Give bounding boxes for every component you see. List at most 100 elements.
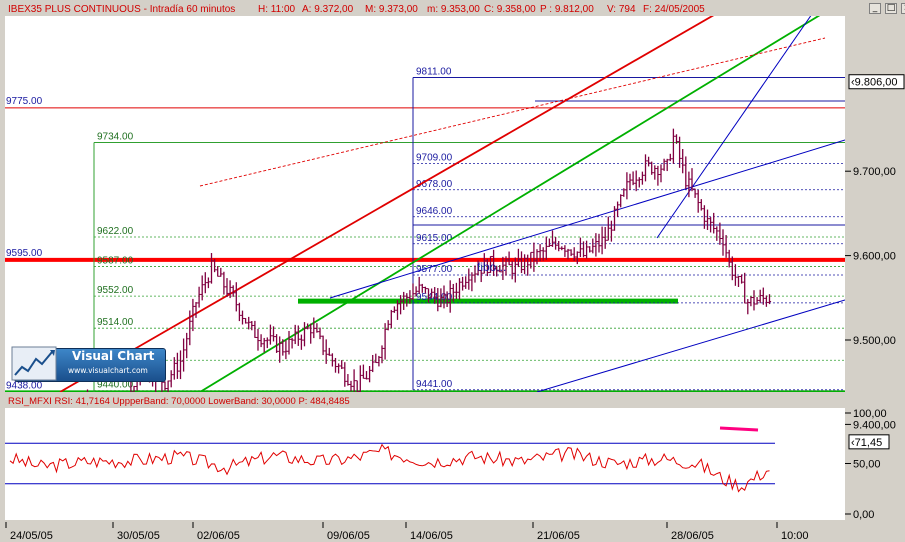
price-bar <box>188 310 192 346</box>
price-bar <box>309 323 313 344</box>
price-bar <box>296 325 300 346</box>
logo-chart-icon <box>11 346 57 381</box>
price-bar <box>405 293 409 307</box>
price-bar <box>346 374 350 386</box>
price-bar <box>321 335 325 356</box>
header-close: C: 9.358,00 <box>484 4 536 15</box>
price-bar <box>244 317 248 324</box>
price-bar <box>271 326 276 342</box>
price-panel <box>5 16 845 392</box>
fibo-level-label: 9441.00 <box>416 379 453 390</box>
price-bar <box>529 251 533 269</box>
price-bar <box>746 299 750 315</box>
price-bar <box>640 171 644 185</box>
rsi-y-tick-label: 0,00 <box>853 509 874 521</box>
price-bar <box>622 188 626 197</box>
visual-chart-logo: Visual Chart www.visualchart.com <box>10 345 166 383</box>
price-bar <box>420 283 424 293</box>
price-bar <box>436 288 440 312</box>
price-bar <box>588 246 592 253</box>
price-bar <box>191 298 195 332</box>
price-bar <box>448 280 452 313</box>
last-price-label: ‹9.806,00 <box>851 77 897 89</box>
maximize-button[interactable]: □ <box>885 3 897 14</box>
price-bar <box>377 355 381 367</box>
price-bar <box>451 283 455 302</box>
rsi-highlight-marker <box>719 426 759 432</box>
price-bar <box>293 324 297 345</box>
price-bar <box>504 256 508 276</box>
close-button[interactable]: × <box>901 3 905 14</box>
rsi-axis <box>847 408 905 520</box>
price-bar <box>712 212 716 234</box>
price-bar <box>767 294 772 305</box>
price-bar <box>222 271 226 295</box>
rsi-line <box>9 443 770 493</box>
price-bar <box>637 177 641 188</box>
price-bar <box>498 265 502 273</box>
price-bar <box>330 353 334 367</box>
minimize-button[interactable]: _ <box>869 3 881 14</box>
x-tick-label: 02/06/05 <box>197 530 240 542</box>
price-bar <box>278 336 282 363</box>
price-bar <box>253 320 257 338</box>
price-bar <box>439 288 443 308</box>
price-bar <box>724 235 728 258</box>
price-bar <box>600 226 604 255</box>
price-bar <box>197 286 201 308</box>
price-bar <box>355 380 359 392</box>
price-bar <box>361 364 365 379</box>
price-bar <box>516 248 520 268</box>
price-bar <box>240 310 245 325</box>
price-bar <box>702 205 706 229</box>
price-bar <box>299 334 303 350</box>
price-bar <box>206 277 210 289</box>
fibo-level-label: 9615.00 <box>416 233 453 244</box>
price-bar <box>578 237 582 258</box>
price-bar <box>454 282 458 300</box>
price-bar <box>281 339 285 356</box>
header-low: m: 9.353,00 <box>427 4 480 15</box>
price-plot: 9775.00 9595.00 9438.00 9811.00 9734.00 9709.… <box>5 16 845 392</box>
price-bar <box>569 249 573 257</box>
price-bar <box>237 302 241 322</box>
logo-title: Visual Chart <box>72 349 155 363</box>
price-bar <box>631 171 635 186</box>
price-bar <box>395 300 400 320</box>
header-hour: H: 11:00 <box>258 4 295 15</box>
rsi-plot <box>5 426 775 493</box>
fibo-level-label: 9811.00 <box>416 67 452 78</box>
price-bar <box>457 278 462 300</box>
price-bar <box>575 251 579 265</box>
price-bar <box>563 245 567 257</box>
price-bar <box>234 282 238 312</box>
price-bar <box>709 217 713 233</box>
level-label: 9438.00 <box>6 380 43 391</box>
price-bar <box>219 267 223 277</box>
price-bar <box>318 327 322 340</box>
price-bar <box>256 328 260 351</box>
price-bar <box>130 381 133 392</box>
price-bar <box>417 276 421 294</box>
price-bar <box>228 280 232 299</box>
price-bar <box>247 316 251 330</box>
price-bar <box>510 260 514 280</box>
price-bar <box>625 172 629 200</box>
price-bar <box>628 173 632 190</box>
price-bar <box>371 354 375 373</box>
rsi-y-tick-label: 50,00 <box>853 459 881 471</box>
price-bar <box>200 275 204 301</box>
price-bar <box>470 272 474 292</box>
price-bar <box>333 357 338 373</box>
price-bar <box>262 337 266 353</box>
price-bar <box>485 258 489 277</box>
x-tick-label: 24/05/05 <box>10 530 53 542</box>
price-bar <box>209 253 214 284</box>
x-tick-label: 10:00 <box>781 530 809 542</box>
price-bar <box>225 278 229 298</box>
price-bar <box>172 357 176 380</box>
price-bar <box>265 337 269 349</box>
price-bar <box>430 288 434 298</box>
fibo-level-label: 9622.00 <box>97 226 134 237</box>
